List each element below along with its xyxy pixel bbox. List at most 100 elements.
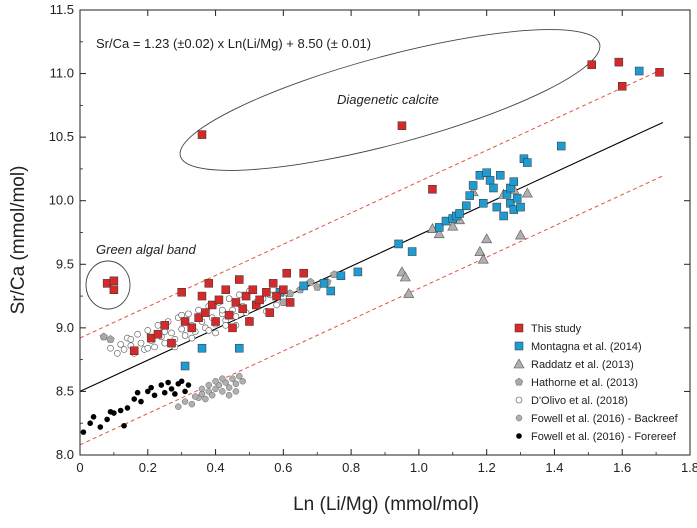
data-point: [336, 271, 346, 280]
data-point: [219, 388, 226, 395]
y-tick-label: 11.5: [50, 2, 74, 17]
x-tick-label: 0.2: [139, 460, 157, 475]
data-point: [144, 388, 151, 395]
data-point: [80, 429, 87, 435]
x-tick-label: 1.2: [478, 460, 496, 475]
data-point: [232, 380, 240, 388]
data-point: [137, 339, 145, 347]
data-point: [117, 407, 124, 414]
data-point: [434, 223, 444, 232]
data-point: [394, 239, 403, 249]
data-point: [181, 332, 189, 339]
data-point: [299, 281, 308, 291]
data-point: [614, 57, 624, 67]
data-point: [144, 327, 152, 334]
data-point: [168, 386, 175, 392]
data-point: [407, 247, 417, 256]
legend-marker: [515, 414, 523, 422]
data-point: [319, 279, 329, 288]
data-point: [232, 313, 240, 320]
data-point: [403, 287, 415, 298]
data-point: [178, 378, 185, 385]
data-point: [212, 329, 219, 337]
data-point: [197, 130, 207, 139]
data-point: [201, 308, 210, 317]
data-point: [447, 220, 459, 231]
series-raddatz-et-al-2013: [396, 183, 533, 298]
data-point: [109, 276, 119, 286]
data-point: [428, 185, 437, 194]
data-point: [516, 202, 525, 212]
data-point: [87, 420, 93, 427]
data-point: [492, 202, 502, 212]
data-point: [175, 403, 182, 410]
data-point: [195, 306, 202, 314]
data-point: [587, 60, 596, 69]
data-point: [521, 187, 533, 198]
x-tick-label: 0.8: [342, 460, 360, 475]
data-point: [556, 141, 566, 151]
legend-label: D'Olivo et al. (2018): [531, 395, 628, 407]
data-point: [181, 398, 189, 405]
data-point: [495, 171, 505, 180]
series-this-study: [102, 57, 664, 355]
data-point: [273, 301, 280, 309]
regression-equation: Sr/Ca = 1.23 (±0.02) x Ln(Li/Mg) + 8.50 …: [96, 36, 371, 51]
data-point: [111, 410, 117, 416]
data-point: [617, 82, 627, 91]
data-point: [167, 338, 176, 348]
data-point: [299, 268, 308, 278]
data-point: [235, 343, 244, 353]
data-point: [177, 288, 186, 297]
data-point: [124, 405, 131, 411]
legend-marker: [514, 341, 524, 351]
data-point: [235, 275, 244, 284]
data-point: [468, 181, 478, 190]
data-point: [479, 199, 488, 208]
data-point: [109, 285, 119, 294]
data-point: [158, 382, 165, 388]
ellipse-diagenetic: [179, 29, 601, 171]
data-point: [129, 346, 139, 355]
x-tick-label: 1.8: [681, 460, 697, 475]
x-tick-label: 0.6: [274, 460, 292, 475]
data-point: [205, 327, 213, 334]
data-point: [219, 375, 226, 382]
series-fowell-et-al-2016-backreef: [175, 372, 246, 410]
data-point: [225, 295, 233, 302]
data-point: [188, 400, 196, 408]
data-point: [268, 279, 278, 288]
data-point: [306, 277, 315, 286]
data-point: [282, 268, 291, 278]
data-point: [134, 389, 141, 396]
data-point: [225, 391, 233, 399]
data-point: [499, 211, 508, 221]
data-point: [205, 381, 213, 389]
upper-confidence-line: [79, 68, 664, 339]
data-point: [191, 393, 199, 400]
data-point: [229, 375, 236, 382]
data-point: [353, 267, 363, 277]
lower-confidence-line: [79, 175, 664, 446]
data-point: [144, 344, 152, 352]
data-point: [151, 392, 158, 399]
data-point: [204, 279, 214, 288]
data-point: [272, 291, 281, 301]
legend-marker: [516, 433, 522, 439]
data-point: [182, 388, 188, 395]
legend-label: Fowell et al. (2016) - Backreef: [531, 413, 679, 425]
data-point: [168, 329, 175, 337]
data-point: [238, 304, 247, 314]
data-point: [161, 328, 169, 335]
data-point: [151, 343, 158, 351]
data-point: [211, 317, 220, 326]
data-point: [207, 300, 217, 310]
legend-entry: This study: [514, 323, 582, 335]
legend-marker: [515, 396, 523, 404]
data-point: [474, 245, 486, 256]
y-tick-label: 11.0: [50, 66, 74, 81]
data-point: [121, 422, 127, 429]
data-point: [117, 341, 124, 348]
legend-marker: [514, 377, 524, 386]
legend-entry: Fowell et al. (2016) - Forereef: [516, 431, 677, 443]
